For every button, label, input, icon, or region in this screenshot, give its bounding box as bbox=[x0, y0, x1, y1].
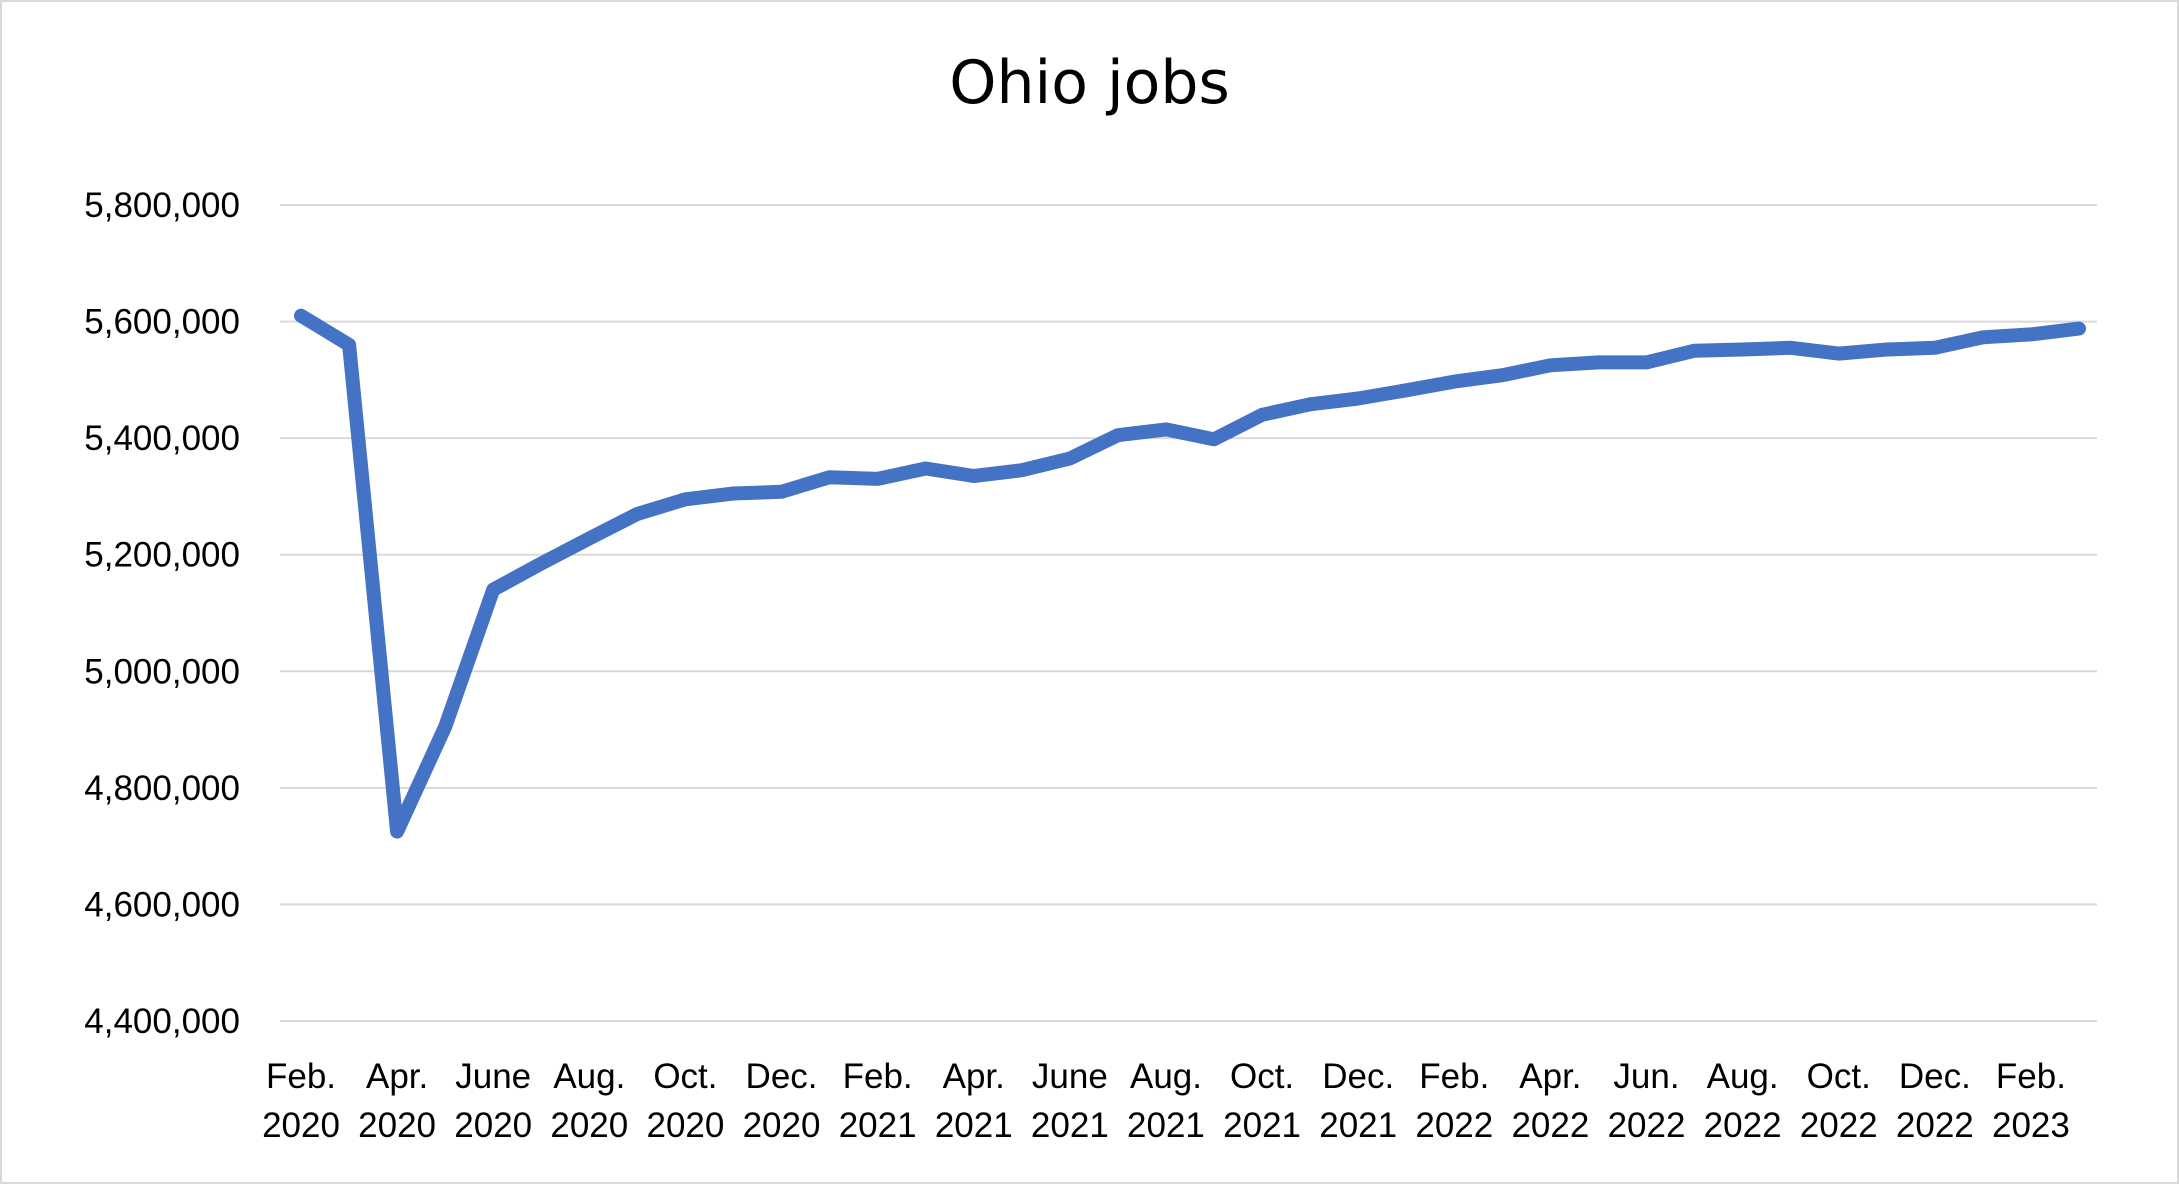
x-tick-label: Apr. 2022 bbox=[1511, 1057, 1589, 1145]
x-tick-label: Feb. 2021 bbox=[839, 1057, 917, 1145]
x-tick-label: Apr. 2021 bbox=[935, 1057, 1013, 1145]
x-tick-label: June 2021 bbox=[1031, 1057, 1109, 1145]
x-tick-label: Aug. 2021 bbox=[1127, 1057, 1205, 1145]
y-tick-label: 5,000,000 bbox=[84, 652, 240, 691]
x-tick-label: Apr. 2020 bbox=[358, 1057, 436, 1145]
chart-title: Ohio jobs bbox=[949, 48, 1230, 118]
y-tick-label: 5,600,000 bbox=[84, 303, 240, 342]
y-tick-label: 5,800,000 bbox=[84, 186, 240, 225]
y-axis-tick-labels: 4,400,000 4,600,000 4,800,000 5,000,000 5,20… bbox=[84, 186, 240, 1041]
x-tick-label: Jun. 2022 bbox=[1608, 1057, 1686, 1145]
y-tick-label: 4,400,000 bbox=[84, 1002, 240, 1041]
gridlines bbox=[280, 204, 2097, 1022]
x-tick-label: Aug. 2022 bbox=[1704, 1057, 1782, 1145]
x-tick-label: Oct. 2020 bbox=[646, 1057, 724, 1145]
series-line bbox=[294, 308, 2086, 839]
x-tick-label: June 2020 bbox=[454, 1057, 532, 1145]
x-tick-label: Feb. 2023 bbox=[1992, 1057, 2070, 1145]
y-tick-label: 5,400,000 bbox=[84, 419, 240, 458]
x-tick-label: Dec. 2021 bbox=[1319, 1057, 1397, 1145]
x-tick-label: Dec. 2022 bbox=[1896, 1057, 1974, 1145]
y-tick-label: 5,200,000 bbox=[84, 536, 240, 575]
y-tick-label: 4,800,000 bbox=[84, 769, 240, 808]
x-tick-label: Oct. 2022 bbox=[1800, 1057, 1878, 1145]
y-tick-label: 4,600,000 bbox=[84, 885, 240, 924]
series-layer bbox=[294, 308, 2086, 839]
x-tick-label: Aug. 2020 bbox=[550, 1057, 628, 1145]
x-tick-label: Dec. 2020 bbox=[743, 1057, 821, 1145]
x-tick-label: Oct. 2021 bbox=[1223, 1057, 1301, 1145]
x-tick-label: Feb. 2022 bbox=[1415, 1057, 1493, 1145]
x-tick-label: Feb. 2020 bbox=[262, 1057, 340, 1145]
